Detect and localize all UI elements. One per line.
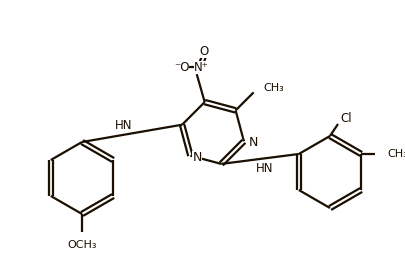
Text: N: N bbox=[192, 151, 202, 164]
Text: N⁺: N⁺ bbox=[194, 61, 209, 74]
Text: HN: HN bbox=[256, 162, 274, 175]
Text: CH₃: CH₃ bbox=[264, 83, 284, 93]
Text: O: O bbox=[199, 45, 208, 57]
Text: Cl: Cl bbox=[340, 112, 352, 125]
Text: HN: HN bbox=[115, 119, 133, 132]
Text: OCH₃: OCH₃ bbox=[67, 240, 97, 250]
Text: CH₃: CH₃ bbox=[387, 149, 405, 159]
Text: ⁻O: ⁻O bbox=[174, 61, 190, 74]
Text: N: N bbox=[249, 136, 258, 149]
